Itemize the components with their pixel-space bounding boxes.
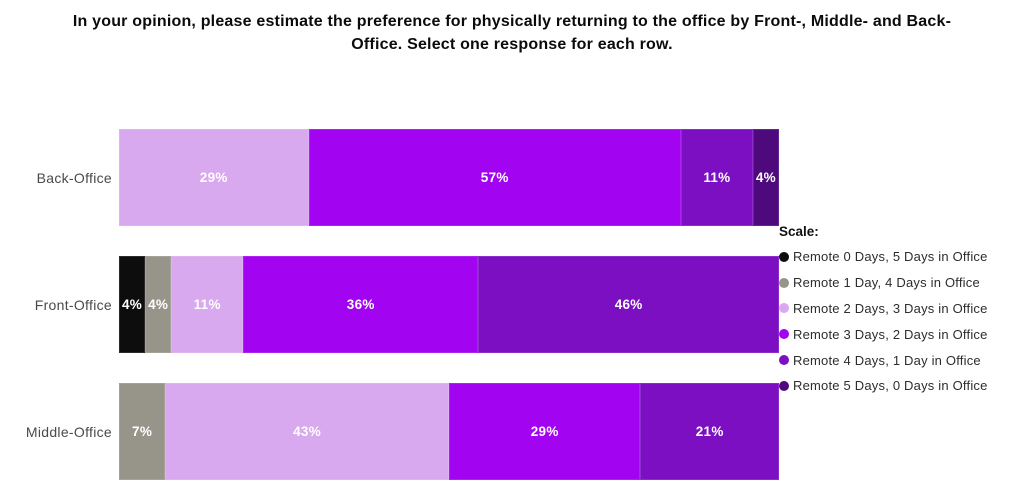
legend-item: Remote 2 Days, 3 Days in Office bbox=[779, 296, 1024, 322]
legend-item-label: Remote 5 Days, 0 Days in Office bbox=[793, 378, 988, 394]
row-label: Back-Office bbox=[36, 169, 112, 186]
bar-rows: Back-Office 29% 57% 11% 4% Front-Office 4% 4% 11… bbox=[0, 129, 779, 503]
legend-item: Remote 4 Days, 1 Day in Office bbox=[779, 347, 1024, 373]
legend-title: Scale: bbox=[779, 224, 819, 239]
stacked-bar: 29% 57% 11% 4% bbox=[119, 129, 779, 226]
segment-value-label: 46% bbox=[614, 297, 643, 312]
segment-value-label: 43% bbox=[293, 424, 322, 439]
bar-segment: 21% bbox=[640, 383, 779, 480]
legend-item-label: Remote 4 Days, 1 Day in Office bbox=[793, 352, 981, 368]
segment-value-label: 4% bbox=[755, 170, 776, 185]
legend-item: Remote 0 Days, 5 Days in Office bbox=[779, 244, 1024, 270]
segment-value-label: 11% bbox=[703, 170, 731, 185]
bar-segment: 57% bbox=[308, 129, 681, 226]
legend-items: Remote 0 Days, 5 Days in Office Remote 1 … bbox=[779, 244, 1024, 399]
legend-item-label: Remote 1 Day, 4 Days in Office bbox=[793, 275, 980, 291]
bar-segment: 29% bbox=[119, 129, 309, 226]
segment-value-label: 29% bbox=[530, 424, 559, 439]
row-label: Middle-Office bbox=[25, 423, 112, 440]
segment-value-label: 4% bbox=[122, 297, 143, 312]
row-label: Front-Office bbox=[34, 296, 112, 313]
bar-segment: 7% bbox=[119, 383, 166, 480]
legend-dot-icon bbox=[779, 329, 789, 340]
segment-value-label: 7% bbox=[132, 424, 153, 439]
bar-segment: 11% bbox=[680, 129, 753, 226]
bar-segment: 4% bbox=[752, 129, 779, 226]
bar-row: Back-Office 29% 57% 11% 4% bbox=[0, 129, 779, 226]
bar-segment: 11% bbox=[171, 256, 244, 353]
legend-dot-icon bbox=[779, 355, 789, 366]
bar-segment: 46% bbox=[478, 256, 779, 353]
segment-value-label: 29% bbox=[199, 170, 228, 185]
segment-value-label: 11% bbox=[193, 297, 221, 312]
segment-value-label: 57% bbox=[480, 170, 509, 185]
bar-segment: 43% bbox=[165, 383, 449, 480]
segment-value-label: 21% bbox=[695, 424, 724, 439]
legend-item: Remote 1 Day, 4 Days in Office bbox=[779, 270, 1024, 296]
chart-title: In your opinion, please estimate the pre… bbox=[72, 13, 952, 53]
legend-dot-icon bbox=[779, 251, 789, 262]
bar-row: Middle-Office 7% 43% 29% 21% bbox=[0, 383, 779, 480]
legend-dot-icon bbox=[779, 303, 789, 314]
bar-segment: 4% bbox=[145, 256, 172, 353]
legend-item-label: Remote 0 Days, 5 Days in Office bbox=[793, 249, 988, 265]
legend: Scale: Remote 0 Days, 5 Days in Office Re… bbox=[779, 224, 1024, 399]
segment-value-label: 36% bbox=[346, 297, 375, 312]
legend-dot-icon bbox=[779, 380, 789, 391]
legend-item: Remote 3 Days, 2 Days in Office bbox=[779, 321, 1024, 347]
bar-row: Front-Office 4% 4% 11% 36% 46% bbox=[0, 256, 779, 353]
stacked-bar: 7% 43% 29% 21% bbox=[119, 383, 779, 480]
legend-dot-icon bbox=[779, 277, 789, 288]
bar-segment: 36% bbox=[243, 256, 479, 353]
legend-item: Remote 5 Days, 0 Days in Office bbox=[779, 373, 1024, 399]
stacked-bar: 4% 4% 11% 36% 46% bbox=[119, 256, 779, 353]
legend-item-label: Remote 3 Days, 2 Days in Office bbox=[793, 326, 988, 342]
legend-item-label: Remote 2 Days, 3 Days in Office bbox=[793, 300, 988, 316]
bar-segment: 4% bbox=[119, 256, 146, 353]
bar-segment: 29% bbox=[448, 383, 641, 480]
segment-value-label: 4% bbox=[148, 297, 169, 312]
